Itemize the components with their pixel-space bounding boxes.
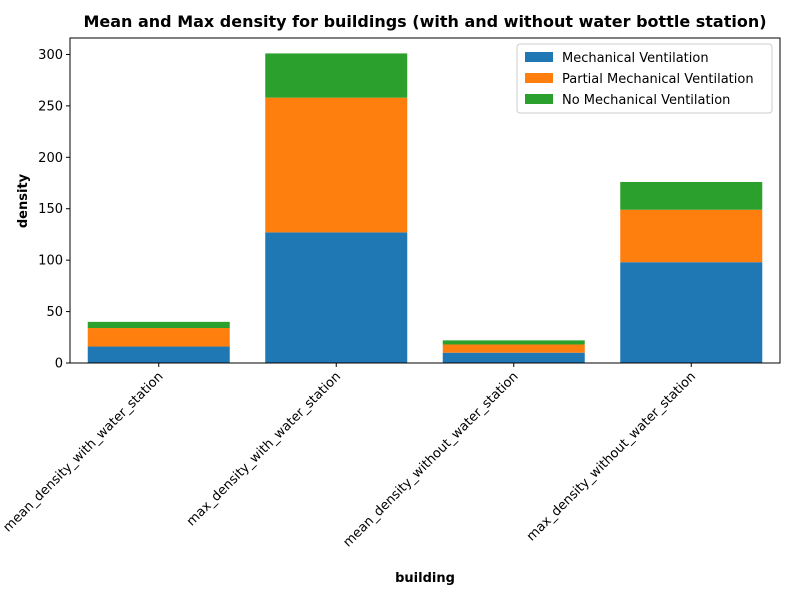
y-tick-label: 250 (38, 99, 63, 114)
bar-2-series-0 (442, 352, 585, 363)
bars-group (87, 53, 763, 363)
x-tick-label: max_density_with_water_station (184, 369, 344, 529)
bar-3-series-1 (620, 209, 763, 263)
bar-0-series-0 (87, 346, 230, 363)
legend-label-0: Mechanical Ventilation (562, 51, 709, 66)
y-tick-label: 300 (38, 48, 63, 63)
y-tick-label: 150 (38, 202, 63, 217)
y-axis-label: density (16, 173, 31, 228)
legend-swatch-2 (525, 94, 553, 104)
x-axis: mean_density_with_water_station max_densi… (0, 363, 699, 550)
bar-1-series-0 (265, 232, 408, 363)
y-tick-label: 100 (38, 254, 63, 269)
bar-1-series-1 (265, 97, 408, 233)
x-tick-label: mean_density_without_water_station (340, 369, 521, 550)
x-axis-label: building (395, 571, 455, 586)
legend-swatch-0 (525, 52, 553, 62)
bar-2-series-1 (442, 344, 585, 353)
bar-3-series-2 (620, 181, 763, 210)
y-tick-label: 200 (38, 151, 63, 166)
bar-0-series-1 (87, 328, 230, 347)
y-axis: 0 50 100 150 200 250 300 (38, 48, 70, 372)
bar-1-series-2 (265, 53, 408, 98)
plot-area-frame (69, 37, 781, 364)
y-tick-label: 0 (55, 357, 63, 372)
y-tick-label: 50 (46, 305, 63, 320)
chart-title: Mean and Max density for buildings (with… (83, 12, 766, 31)
x-tick-label: mean_density_with_water_station (0, 369, 166, 535)
bar-0-series-2 (87, 321, 230, 329)
legend-label-2: No Mechanical Ventilation (562, 93, 730, 108)
bar-2-series-2 (442, 340, 585, 345)
bar-3-series-0 (620, 262, 763, 363)
legend-swatch-1 (525, 73, 553, 83)
legend: Mechanical Ventilation Partial Mechanical… (516, 43, 773, 114)
x-tick-label: max_density_without_water_station (524, 369, 699, 544)
legend-label-1: Partial Mechanical Ventilation (562, 72, 754, 87)
legend-frame (516, 43, 773, 114)
